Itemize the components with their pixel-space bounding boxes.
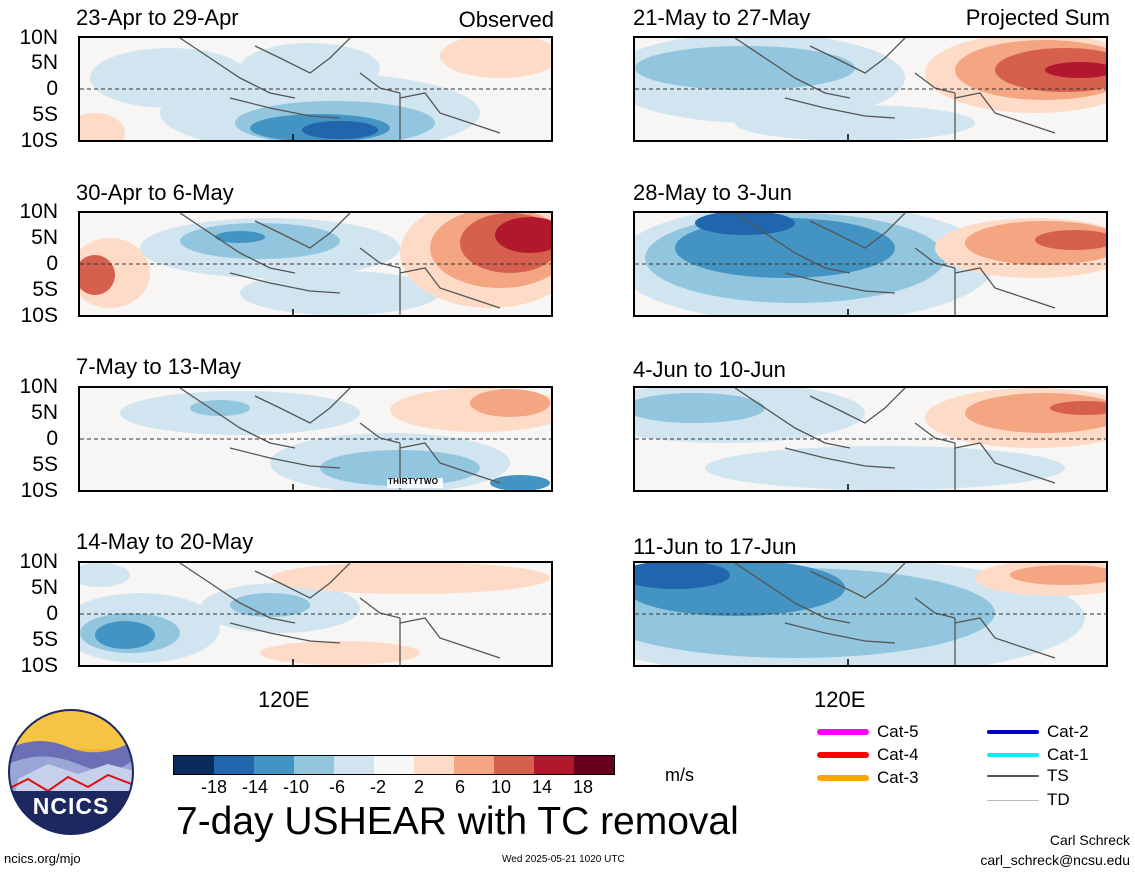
colorbar-swatch (414, 756, 454, 774)
main-title: 7-day USHEAR with TC removal (176, 800, 739, 843)
legend-ts: TS (987, 766, 1069, 786)
cat5-label: Cat-5 (877, 722, 919, 741)
storm-name-label: THIRTYTWO (388, 477, 439, 486)
map-panel-4 (78, 561, 553, 667)
legend-td: TD (987, 790, 1070, 810)
map-panel-2 (78, 211, 553, 317)
logo-text: NCICS (32, 793, 110, 819)
lat-label-5s: 5S (32, 103, 58, 126)
legend-cat3: Cat-3 (817, 768, 919, 788)
cat4-swatch (817, 752, 869, 758)
author-block: Carl Schreck carl_schreck@ncsu.edu (980, 830, 1130, 870)
lat-label-10s: 10S (20, 479, 58, 502)
panel-title-4: 14-May to 20-May (76, 529, 254, 554)
lat-label-5n: 5N (31, 576, 58, 599)
cat3-swatch (817, 775, 869, 781)
ts-swatch (987, 775, 1039, 777)
colorbar-tick-label: 2 (413, 777, 425, 797)
colorbar-tick-label: -6 (328, 777, 346, 797)
colorbar-swatch (574, 756, 614, 774)
colorbar (173, 755, 615, 775)
map-panel-7 (633, 386, 1108, 492)
legend-cat4: Cat-4 (817, 745, 919, 765)
colorbar-tick-label: 18 (572, 777, 594, 797)
panel-title-6: 28-May to 3-Jun (633, 180, 792, 205)
lat-label-10n: 10N (19, 375, 58, 398)
ts-label: TS (1047, 766, 1069, 785)
colorbar-swatch (454, 756, 494, 774)
colorbar-swatch (374, 756, 414, 774)
colorbar-swatch (174, 756, 214, 774)
lat-label-0: 0 (46, 427, 58, 450)
lat-label-10n: 10N (19, 26, 58, 49)
ncics-logo: NCICS (8, 709, 134, 835)
lat-label-0: 0 (46, 252, 58, 275)
colorbar-swatch (534, 756, 574, 774)
projected-label: Projected Sum (965, 5, 1110, 30)
colorbar-swatch (254, 756, 294, 774)
panel-title-8: 11-Jun to 17-Jun (633, 534, 797, 559)
footer-url: ncics.org/mjo (4, 851, 81, 866)
lat-label-5n: 5N (31, 226, 58, 249)
colorbar-tick-label: 6 (454, 777, 466, 797)
lon-label-left: 120E (258, 687, 310, 712)
map-panel-1 (78, 36, 553, 142)
lat-label-10n: 10N (19, 200, 58, 223)
cat4-label: Cat-4 (877, 745, 919, 764)
cat1-label: Cat-1 (1047, 745, 1089, 764)
colorbar-swatch (214, 756, 254, 774)
panel-title-5: 21-May to 27-May (633, 5, 811, 30)
colorbar-tick-label: -14 (241, 777, 269, 797)
lat-label-0: 0 (46, 77, 58, 100)
lat-label-5s: 5S (32, 453, 58, 476)
map-panel-6 (633, 211, 1108, 317)
colorbar-ticks: -18 -14 -10 -6 -2 2 6 10 14 18 (173, 777, 627, 799)
colorbar-swatch (494, 756, 534, 774)
map-panel-3: THIRTYTWO (78, 386, 553, 492)
cat5-swatch (817, 729, 869, 735)
td-swatch (987, 799, 1039, 801)
author-name: Carl Schreck (1049, 832, 1130, 848)
map-panel-8 (633, 561, 1108, 667)
panel-title-7: 4-Jun to 10-Jun (633, 357, 786, 382)
lon-label-right: 120E (814, 687, 866, 712)
colorbar-swatch (294, 756, 334, 774)
td-label: TD (1047, 790, 1070, 809)
colorbar-tick-label: 10 (490, 777, 512, 797)
colorbar-tick-label: -18 (200, 777, 228, 797)
cat2-swatch (987, 730, 1039, 734)
lat-label-5s: 5S (32, 628, 58, 651)
panel-title-3: 7-May to 13-May (76, 354, 242, 379)
colorbar-tick-label: -2 (369, 777, 387, 797)
cat2-label: Cat-2 (1047, 722, 1089, 741)
panel-title-2: 30-Apr to 6-May (76, 180, 234, 205)
legend-cat5: Cat-5 (817, 722, 919, 742)
map-panel-5 (633, 36, 1108, 142)
lat-label-10s: 10S (20, 304, 58, 327)
lat-label-0: 0 (46, 602, 58, 625)
lat-label-10s: 10S (20, 129, 58, 152)
legend-cat2: Cat-2 (987, 722, 1089, 742)
lat-label-10s: 10S (20, 654, 58, 677)
lat-label-5s: 5S (32, 278, 58, 301)
author-email: carl_schreck@ncsu.edu (980, 852, 1130, 868)
footer-timestamp: Wed 2025-05-21 1020 UTC (502, 854, 625, 865)
colorbar-swatch (334, 756, 374, 774)
colorbar-tick-label: -10 (282, 777, 310, 797)
cat1-swatch (987, 753, 1039, 757)
colorbar-units: m/s (665, 765, 694, 785)
colorbar-tick-label: 14 (531, 777, 553, 797)
panel-title-1: 23-Apr to 29-Apr (76, 5, 239, 30)
legend-cat1: Cat-1 (987, 745, 1089, 765)
lat-label-5n: 5N (31, 401, 58, 424)
lat-label-10n: 10N (19, 550, 58, 573)
observed-label: Observed (458, 7, 554, 32)
cat3-label: Cat-3 (877, 768, 919, 787)
lat-label-5n: 5N (31, 51, 58, 74)
